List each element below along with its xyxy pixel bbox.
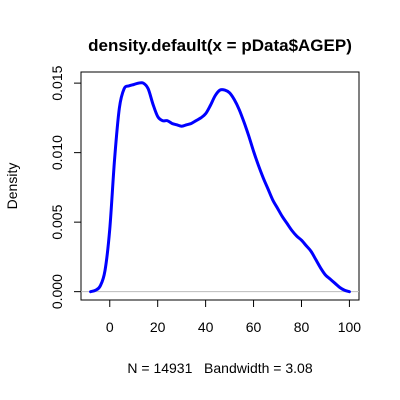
density-line (89, 81, 351, 294)
x-tick-label: 0 (106, 319, 114, 335)
plot-frame (80, 71, 360, 301)
series-area (81, 81, 359, 294)
y-tick-label: 0.000 (49, 274, 65, 309)
x-tick-label: 60 (246, 319, 262, 335)
x-tick-label: 80 (294, 319, 310, 335)
x-axis: 0 20 40 60 80 100 (106, 299, 362, 335)
y-tick-label: 0.005 (49, 204, 65, 239)
y-tick-label: 0.010 (49, 135, 65, 170)
y-tick-label: 0.015 (49, 65, 65, 100)
y-axis: 0.000 0.005 0.010 0.015 (49, 65, 82, 309)
x-tick-label: 40 (198, 319, 214, 335)
chart-title: density.default(x = pData$AGEP) (88, 36, 352, 55)
y-axis-label: Density (4, 163, 20, 210)
x-tick-label: 100 (338, 319, 362, 335)
x-tick-label: 20 (150, 319, 166, 335)
x-axis-label: N = 14931 Bandwidth = 3.08 (127, 360, 312, 376)
